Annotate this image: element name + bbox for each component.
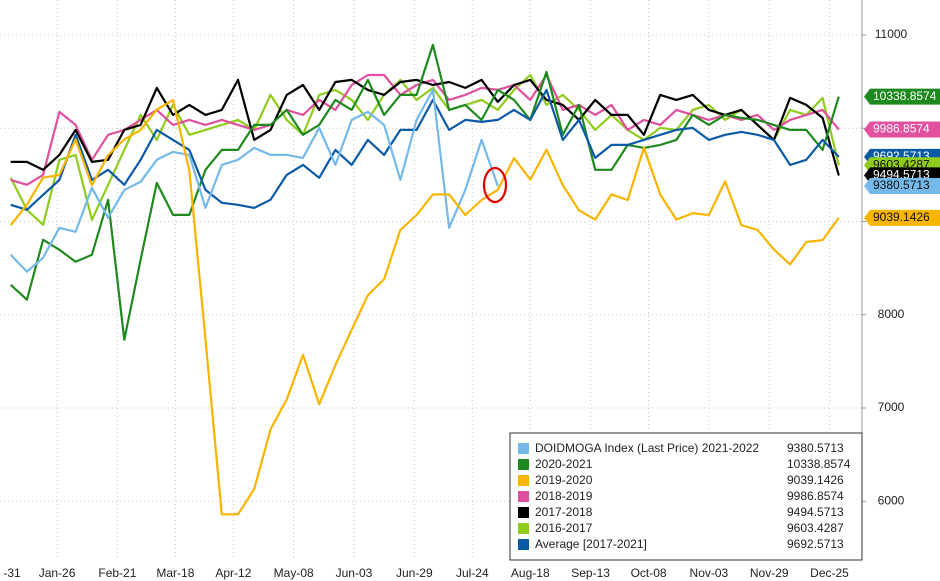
last-value-boxes: 9692.57139603.42879494.57139986.85741033… bbox=[864, 88, 940, 226]
series-line bbox=[9, 43, 840, 341]
x-tick-label: Mar-18 bbox=[156, 566, 194, 580]
x-tick-label: Jul-24 bbox=[456, 566, 489, 580]
highlight-circle bbox=[482, 166, 508, 204]
x-tick-label: Jun-03 bbox=[336, 566, 373, 580]
grid bbox=[0, 0, 862, 560]
legend-value: 9039.1426 bbox=[787, 473, 844, 487]
legend-label: 2016-2017 bbox=[535, 521, 593, 535]
last-value-box bbox=[864, 121, 940, 138]
series-line bbox=[10, 78, 840, 176]
legend-label: 2019-2020 bbox=[535, 473, 593, 487]
legend-value: 9494.5713 bbox=[787, 505, 844, 519]
x-tick-label: Jun-29 bbox=[396, 566, 433, 580]
legend-swatch bbox=[518, 459, 529, 470]
y-tick-label: 6000 bbox=[878, 493, 905, 507]
legend-label: 2020-2021 bbox=[535, 457, 593, 471]
legend-swatch bbox=[518, 539, 529, 550]
x-tick-label: May-08 bbox=[274, 566, 314, 580]
legend-value: 10338.8574 bbox=[787, 457, 851, 471]
x-tick-label: Feb-21 bbox=[98, 566, 136, 580]
x-tick-label: Aug-18 bbox=[511, 566, 550, 580]
x-tick-label: Nov-03 bbox=[690, 566, 729, 580]
y-tick-label: 8000 bbox=[878, 307, 905, 321]
y-tick-label: 7000 bbox=[878, 400, 905, 414]
lines bbox=[9, 43, 840, 516]
legend-label: 2018-2019 bbox=[535, 489, 593, 503]
x-tick-label: Jan-26 bbox=[39, 566, 76, 580]
x-tick-label: Dec-25 bbox=[810, 566, 849, 580]
last-value-box bbox=[864, 209, 940, 226]
legend-swatch bbox=[518, 523, 529, 534]
legend-box bbox=[509, 432, 863, 561]
legend-label: Average [2017-2021] bbox=[535, 537, 647, 551]
legend-label: 2017-2018 bbox=[535, 505, 593, 519]
legend-value: 9692.5713 bbox=[787, 537, 844, 551]
last-value-label: 9380.5713 bbox=[873, 178, 930, 192]
series-line bbox=[10, 88, 840, 211]
last-value-box bbox=[864, 88, 940, 105]
x-tick-label: -31 bbox=[3, 566, 21, 580]
legend-label: DOIDMOGA Index (Last Price) 2021-2022 bbox=[535, 441, 759, 455]
last-value-label: 10338.8574 bbox=[873, 89, 937, 103]
x-tick-label: Oct-08 bbox=[631, 566, 667, 580]
series-line bbox=[9, 73, 840, 226]
x-tick-label: Apr-12 bbox=[215, 566, 251, 580]
last-value-label: 9039.1426 bbox=[873, 210, 930, 224]
legend-swatch bbox=[518, 443, 529, 454]
y-tick-label: 11000 bbox=[875, 27, 908, 41]
legend: DOIDMOGA Index (Last Price) 2021-2022 938… bbox=[509, 432, 863, 561]
x-tick-label: Nov-29 bbox=[750, 566, 789, 580]
series-line bbox=[9, 88, 499, 273]
last-value-label: 9986.8574 bbox=[873, 122, 930, 136]
series-line bbox=[9, 99, 840, 516]
legend-value: 9380.5713 bbox=[787, 441, 844, 455]
last-value-box bbox=[864, 177, 940, 194]
x-tick-label: Sep-13 bbox=[571, 566, 610, 580]
legend-swatch bbox=[518, 475, 529, 486]
legend-value: 9603.4287 bbox=[787, 521, 844, 535]
legend-value: 9986.8574 bbox=[787, 489, 844, 503]
legend-swatch bbox=[518, 491, 529, 502]
legend-swatch bbox=[518, 507, 529, 518]
